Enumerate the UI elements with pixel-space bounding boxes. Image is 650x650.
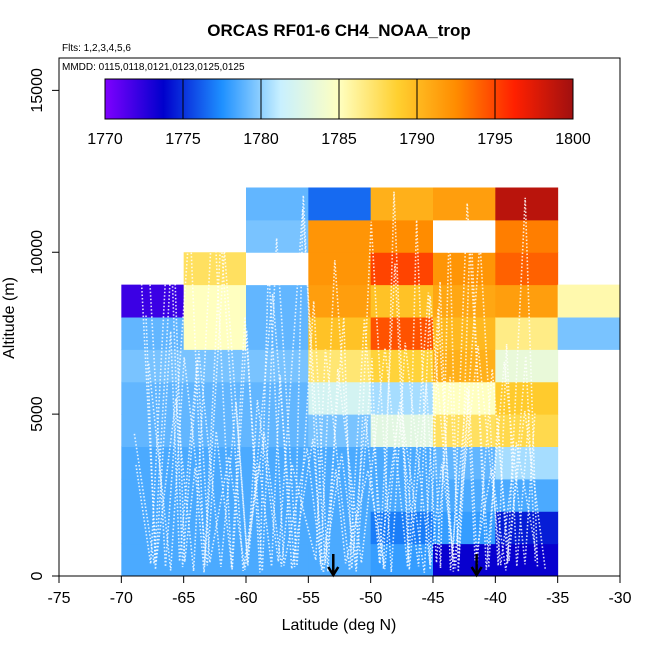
location-markers [327,554,483,578]
heatmap-cell [121,284,185,318]
x-tick-label: -30 [608,590,631,607]
heatmap-cell [246,349,309,383]
flight-track [145,191,536,571]
heatmap-cell [246,317,309,350]
marker-arrow-head [470,566,483,578]
heatmap-cell [121,381,185,415]
x-tick-label: -60 [234,590,257,607]
heatmap-cell [495,317,559,350]
heatmap-cell [370,317,434,350]
heatmap-cell [308,187,372,221]
heatmap-cell [121,446,185,480]
y-tick-label: 0 [29,571,46,580]
flights-label: Flts: 1,2,3,4,5,6 [62,43,131,54]
x-tick-label: -45 [421,590,444,607]
colorbar-tick-label: 1800 [555,131,591,148]
heatmap-cell [308,511,372,545]
colorbar-tick-label: 1790 [399,131,435,148]
colorbar-tick-label: 1770 [87,131,123,148]
y-tick-label: 5000 [29,396,46,432]
heatmap-cell [495,414,559,448]
heatmap-cell [183,414,247,448]
heatmap-cell [246,219,309,253]
heatmap-cell [370,284,434,318]
heatmap-cell [246,252,309,286]
x-tick-label: -70 [110,590,133,607]
heatmap-cell [183,511,247,545]
heatmap-cell [246,284,309,318]
x-axis-label: Latitude (deg N) [282,617,397,634]
heatmap-cell [433,252,496,286]
colorbar-tick-label: 1785 [321,131,357,148]
flight-track [145,195,546,573]
heatmap-cell [495,187,559,221]
heatmap-cell [183,317,247,350]
heatmap-cell [246,381,309,415]
heatmap-cell [308,414,372,448]
x-tick-label: -50 [359,590,382,607]
heatmap-cell [308,284,372,318]
heatmap-cell [370,219,434,253]
heatmap-cell [495,381,559,415]
heatmap-cell [183,478,247,512]
flight-tracks [133,191,546,573]
chart-title: ORCAS RF01-6 CH4_NOAA_trop [207,21,471,40]
colorbar-tick-label: 1795 [477,131,513,148]
heatmap-cell [433,187,496,221]
x-tick-label: -40 [484,590,507,607]
y-tick-label: 10000 [29,230,46,275]
heatmap-cell [370,187,434,221]
heatmap-cell [370,349,434,383]
heatmap-cell [557,317,621,350]
flight-track [137,198,531,572]
heatmap-cell [121,349,185,383]
flight-track [133,222,537,573]
heatmap-cell [308,252,372,286]
heatmap-cell [433,219,496,253]
colorbar-tick-label: 1775 [165,131,201,148]
x-axis: -75 -70 -65 -60 -55 -50 -45 -40 -35 -30 [47,576,632,607]
x-tick-label: -65 [172,590,195,607]
marker-arrow-head [327,566,340,578]
heatmap-cell [183,349,247,383]
colorbar-ticks: 1770 1775 1780 1785 1790 1795 1800 [87,79,591,148]
y-axis-label: Altitude (m) [1,277,18,359]
x-tick-label: -35 [546,590,569,607]
heatmap-cell [308,543,372,577]
heatmap-cell [495,446,559,480]
heatmap-cell [183,284,247,318]
heatmap-cell [183,252,247,286]
heatmap-cell [370,252,434,286]
heatmap-cell [433,543,496,577]
flight-track [147,197,539,573]
y-tick-label: 15000 [29,68,46,113]
heatmap-cell [495,284,559,318]
y-axis: 0 5000 10000 15000 [29,68,59,580]
colorbar-tick-label: 1780 [243,131,279,148]
x-tick-label: -55 [297,590,320,607]
heatmap-cell [433,284,496,318]
heatmap-cell [495,478,559,512]
heatmap-cell [183,543,247,577]
heatmap-cell [246,187,309,221]
heatmap-cell [557,284,621,318]
plot-frame [58,57,621,577]
dates-label: MMDD: 0115,0118,0121,0123,0125,0125 [62,62,245,73]
heatmap-cell [370,446,434,480]
x-tick-label: -75 [47,590,70,607]
heatmap-cell [308,219,372,253]
heatmap-cell [433,349,496,383]
heatmap-cell [121,543,185,577]
